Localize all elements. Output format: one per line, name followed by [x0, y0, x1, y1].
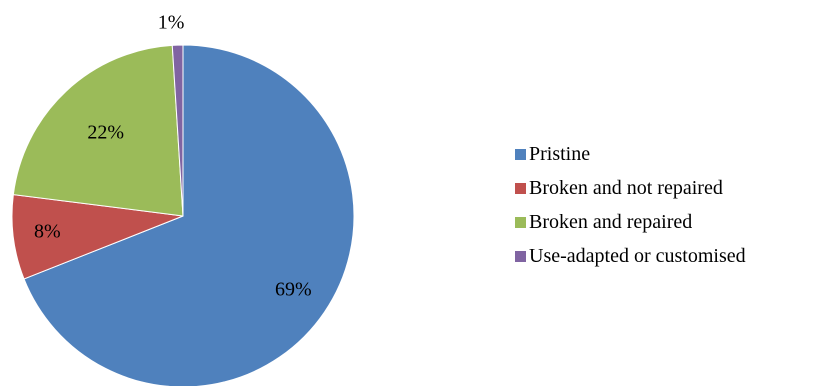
data-label: 69% [275, 279, 312, 301]
legend-label: Broken and not repaired [529, 176, 723, 199]
pie-plot-area: 69% 8% 22% 1% [11, 12, 355, 386]
legend-item-pristine: Pristine [515, 137, 815, 171]
data-label: 22% [87, 121, 124, 143]
legend: Pristine Broken and not repaired Broken … [515, 137, 815, 273]
legend-swatch-use-adapted [515, 250, 526, 262]
data-label: 8% [34, 221, 61, 243]
legend-swatch-broken-repaired [515, 216, 526, 228]
pie-slice-pristine [23, 44, 355, 386]
legend-label: Use-adapted or customised [529, 244, 746, 267]
data-label: 1% [158, 12, 185, 34]
legend-item-broken-repaired: Broken and repaired [515, 205, 815, 239]
legend-swatch-pristine [515, 148, 526, 160]
pie-slices [11, 44, 355, 386]
legend-label: Pristine [529, 142, 591, 165]
pie-data-labels: 69% 8% 22% 1% [34, 12, 312, 301]
legend-item-broken-not-repaired: Broken and not repaired [515, 171, 815, 205]
pie-slice-use-adapted-or-customised [171, 44, 184, 217]
pie-slice-broken-and-repaired [12, 44, 184, 217]
legend-item-use-adapted: Use-adapted or customised [515, 239, 815, 273]
legend-swatch-broken-not-repaired [515, 182, 526, 194]
legend-label: Broken and repaired [529, 210, 693, 233]
